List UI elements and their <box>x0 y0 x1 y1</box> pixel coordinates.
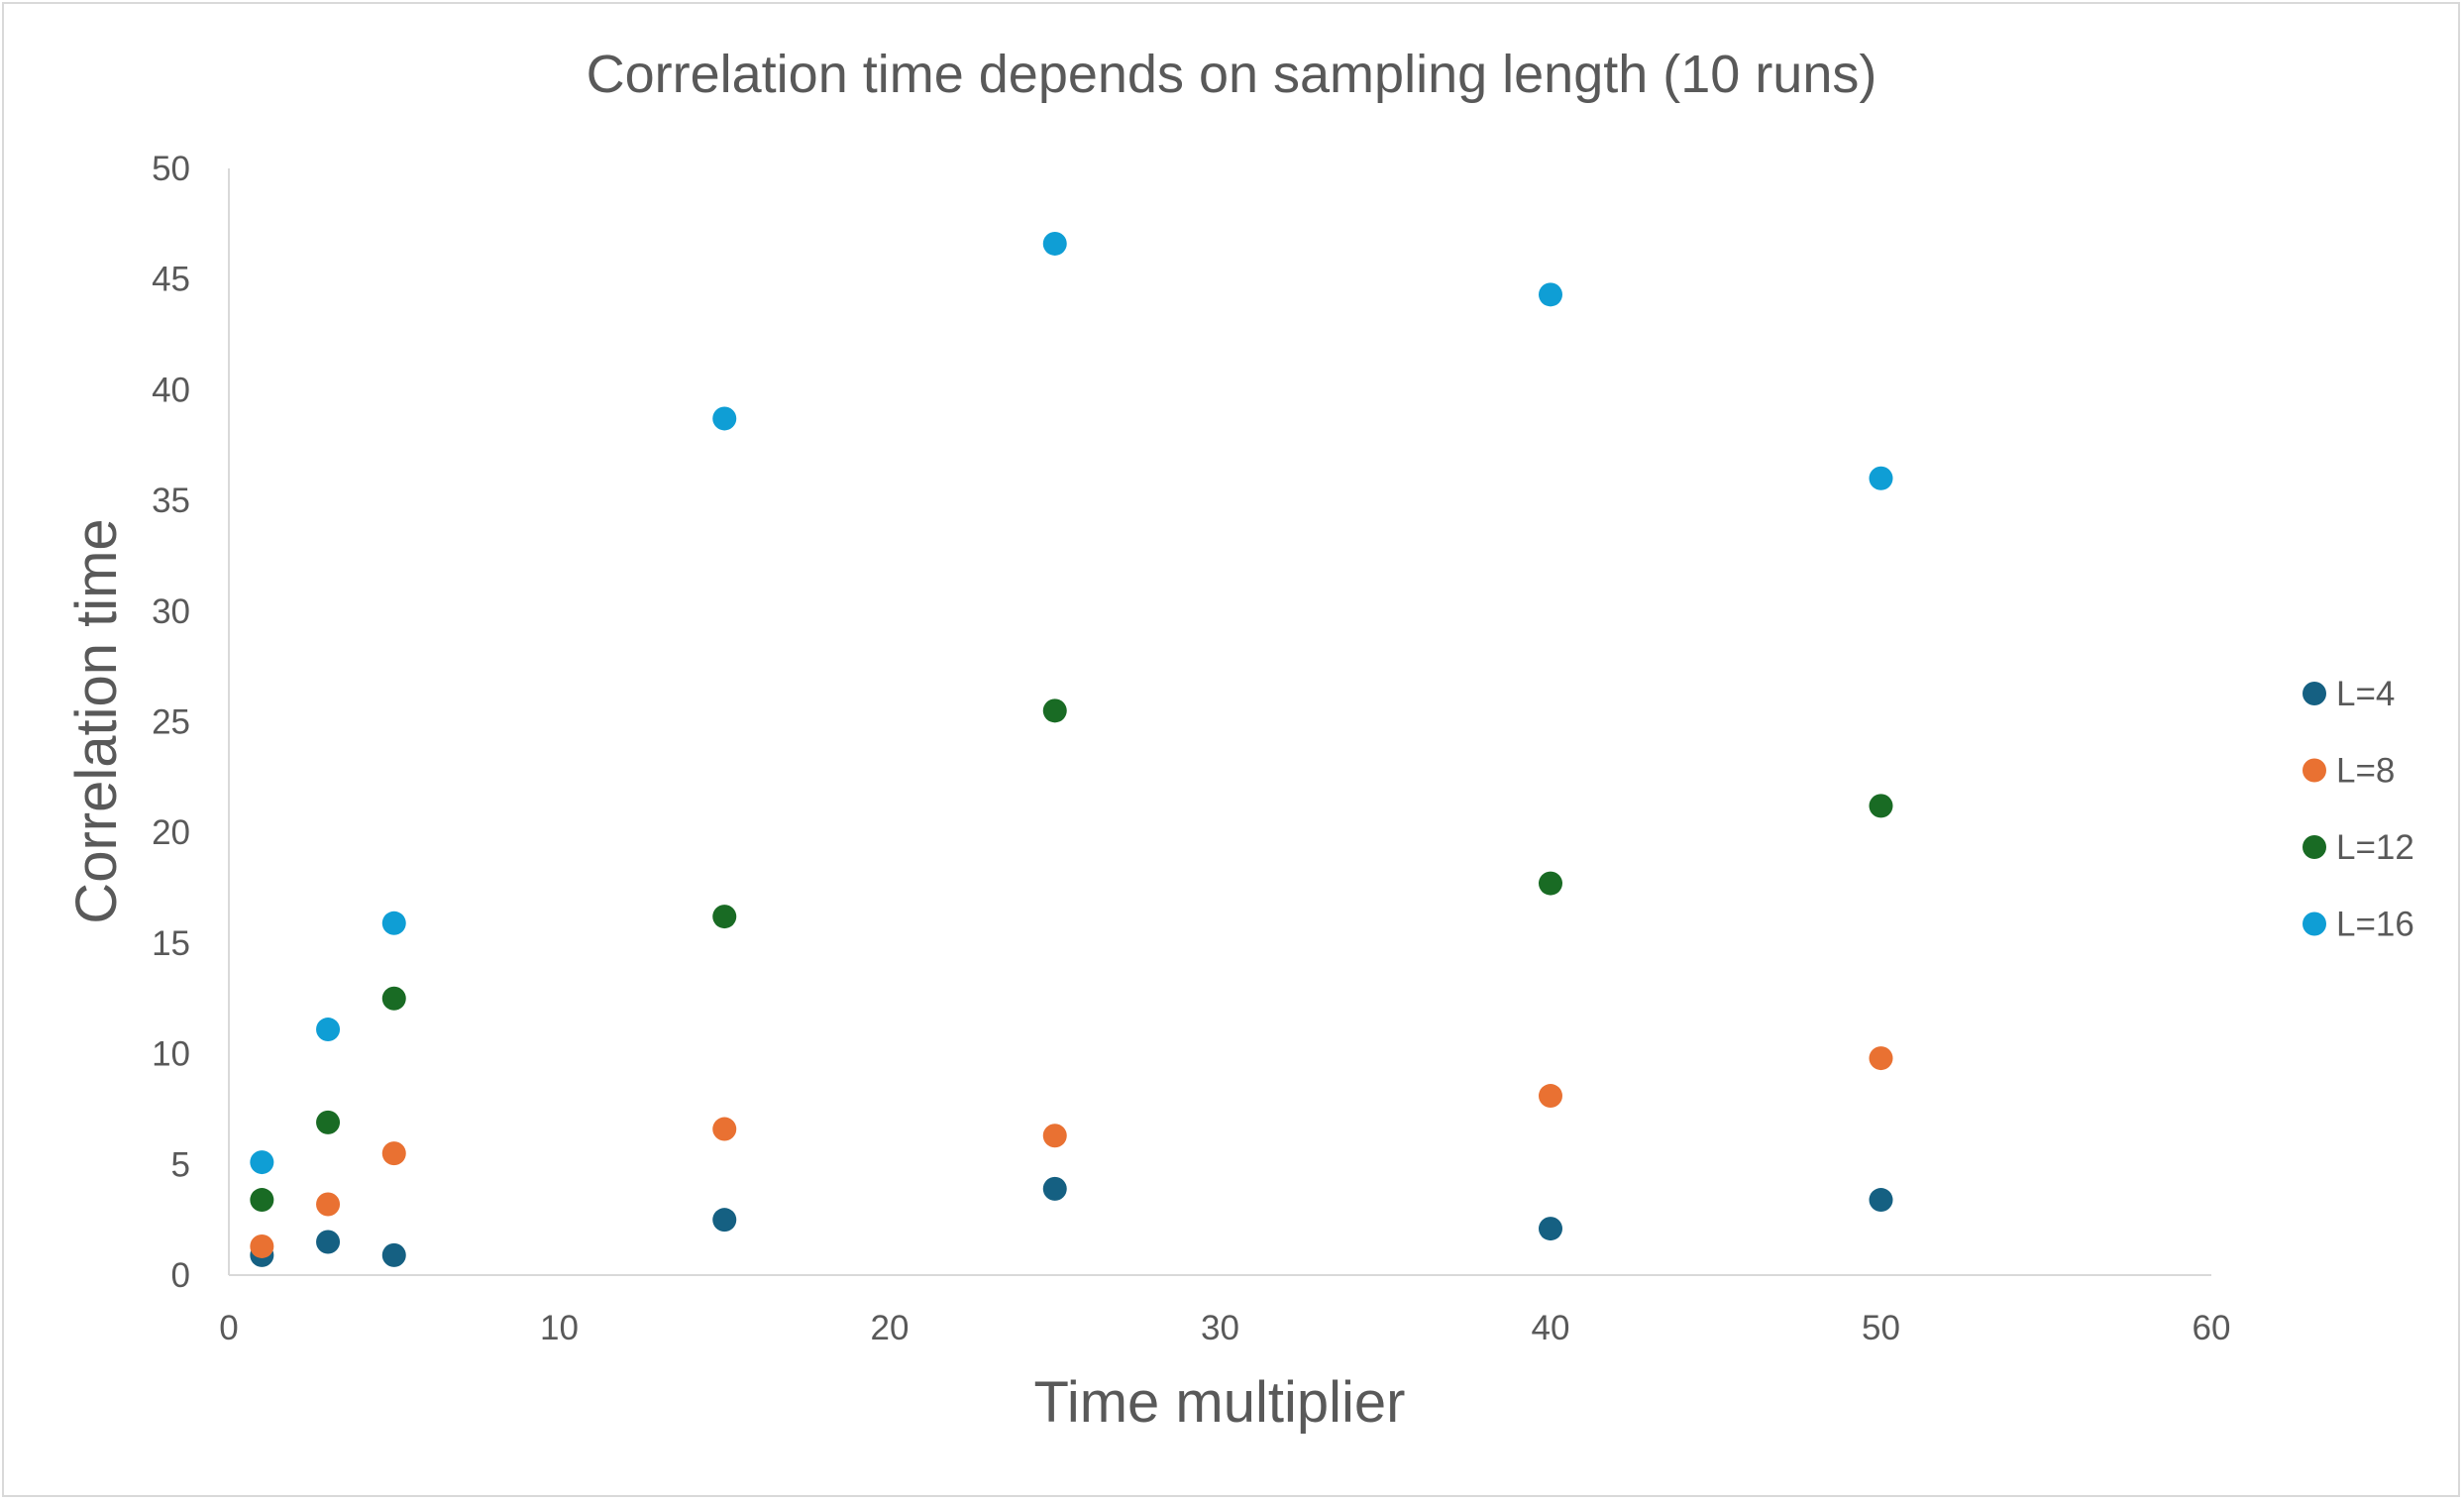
series-l-16 <box>250 231 1893 1175</box>
data-point <box>712 1208 737 1233</box>
x-tick-label: 30 <box>1201 1309 1239 1347</box>
x-tick-label: 40 <box>1532 1309 1570 1347</box>
legend-marker <box>2303 835 2326 859</box>
y-tick-label: 50 <box>152 150 190 188</box>
data-point <box>316 1192 341 1217</box>
data-point <box>1042 1176 1067 1201</box>
y-tick-label: 15 <box>152 924 190 963</box>
legend-item: L=4 <box>2303 675 2395 713</box>
legend-marker <box>2303 758 2326 783</box>
x-tick-label: 10 <box>540 1309 579 1347</box>
x-tick-label: 50 <box>1862 1309 1900 1347</box>
y-tick-labels: 0 5 10 15 20 25 30 35 40 45 50 <box>152 150 190 1295</box>
axes <box>228 168 2211 1276</box>
legend-label: L=4 <box>2336 675 2395 713</box>
legend-marker <box>2303 682 2326 705</box>
series-l-12 <box>250 698 1893 1213</box>
legend-item: L=16 <box>2303 906 2414 944</box>
data-point <box>712 406 737 431</box>
data-point <box>1042 231 1067 256</box>
x-axis-title: Time multiplier <box>1034 1370 1406 1435</box>
x-tick-label: 0 <box>219 1309 238 1347</box>
data-point <box>250 1233 274 1258</box>
y-tick-label: 35 <box>152 482 190 520</box>
legend: L=4 L=8 L=12 L=16 <box>2303 675 2414 944</box>
data-point <box>316 1110 341 1134</box>
data-points <box>250 231 1893 1267</box>
data-point <box>381 1242 406 1267</box>
y-tick-label: 10 <box>152 1035 190 1074</box>
legend-marker <box>2303 911 2326 936</box>
data-point <box>250 1188 274 1213</box>
series-l-8 <box>250 1046 1893 1258</box>
y-tick-label: 30 <box>152 592 190 631</box>
data-point <box>250 1150 274 1175</box>
data-point <box>1042 1124 1067 1148</box>
data-point <box>1869 1188 1893 1213</box>
data-point <box>1869 466 1893 490</box>
legend-label: L=16 <box>2336 906 2414 944</box>
legend-label: L=8 <box>2336 752 2395 791</box>
y-tick-label: 20 <box>152 813 190 852</box>
data-point <box>1869 1046 1893 1071</box>
x-tick-label: 20 <box>871 1309 910 1347</box>
data-point <box>1539 1084 1562 1109</box>
x-tick-label: 60 <box>2193 1309 2231 1347</box>
y-tick-label: 5 <box>171 1145 190 1184</box>
data-point <box>1042 698 1067 723</box>
series-l-4 <box>250 1176 1893 1267</box>
data-point <box>381 986 406 1011</box>
data-point <box>1539 1217 1562 1241</box>
y-axis-title: Correlation time <box>64 518 129 923</box>
data-point <box>1869 794 1893 818</box>
legend-item: L=12 <box>2303 828 2414 867</box>
data-point <box>1539 282 1562 307</box>
y-tick-label: 0 <box>171 1256 190 1295</box>
y-tick-label: 40 <box>152 371 190 409</box>
data-point <box>316 1018 341 1042</box>
data-point <box>381 1141 406 1166</box>
y-tick-label: 25 <box>152 703 190 742</box>
data-point <box>712 1117 737 1141</box>
x-tick-labels: 0 10 20 30 40 50 60 <box>219 1309 2230 1347</box>
chart-title: Correlation time depends on sampling len… <box>587 45 1877 104</box>
data-point <box>1539 871 1562 896</box>
data-point <box>712 905 737 929</box>
data-point <box>316 1230 341 1254</box>
legend-label: L=12 <box>2336 828 2414 867</box>
y-tick-label: 45 <box>152 261 190 299</box>
data-point <box>381 911 406 935</box>
legend-item: L=8 <box>2303 752 2395 791</box>
